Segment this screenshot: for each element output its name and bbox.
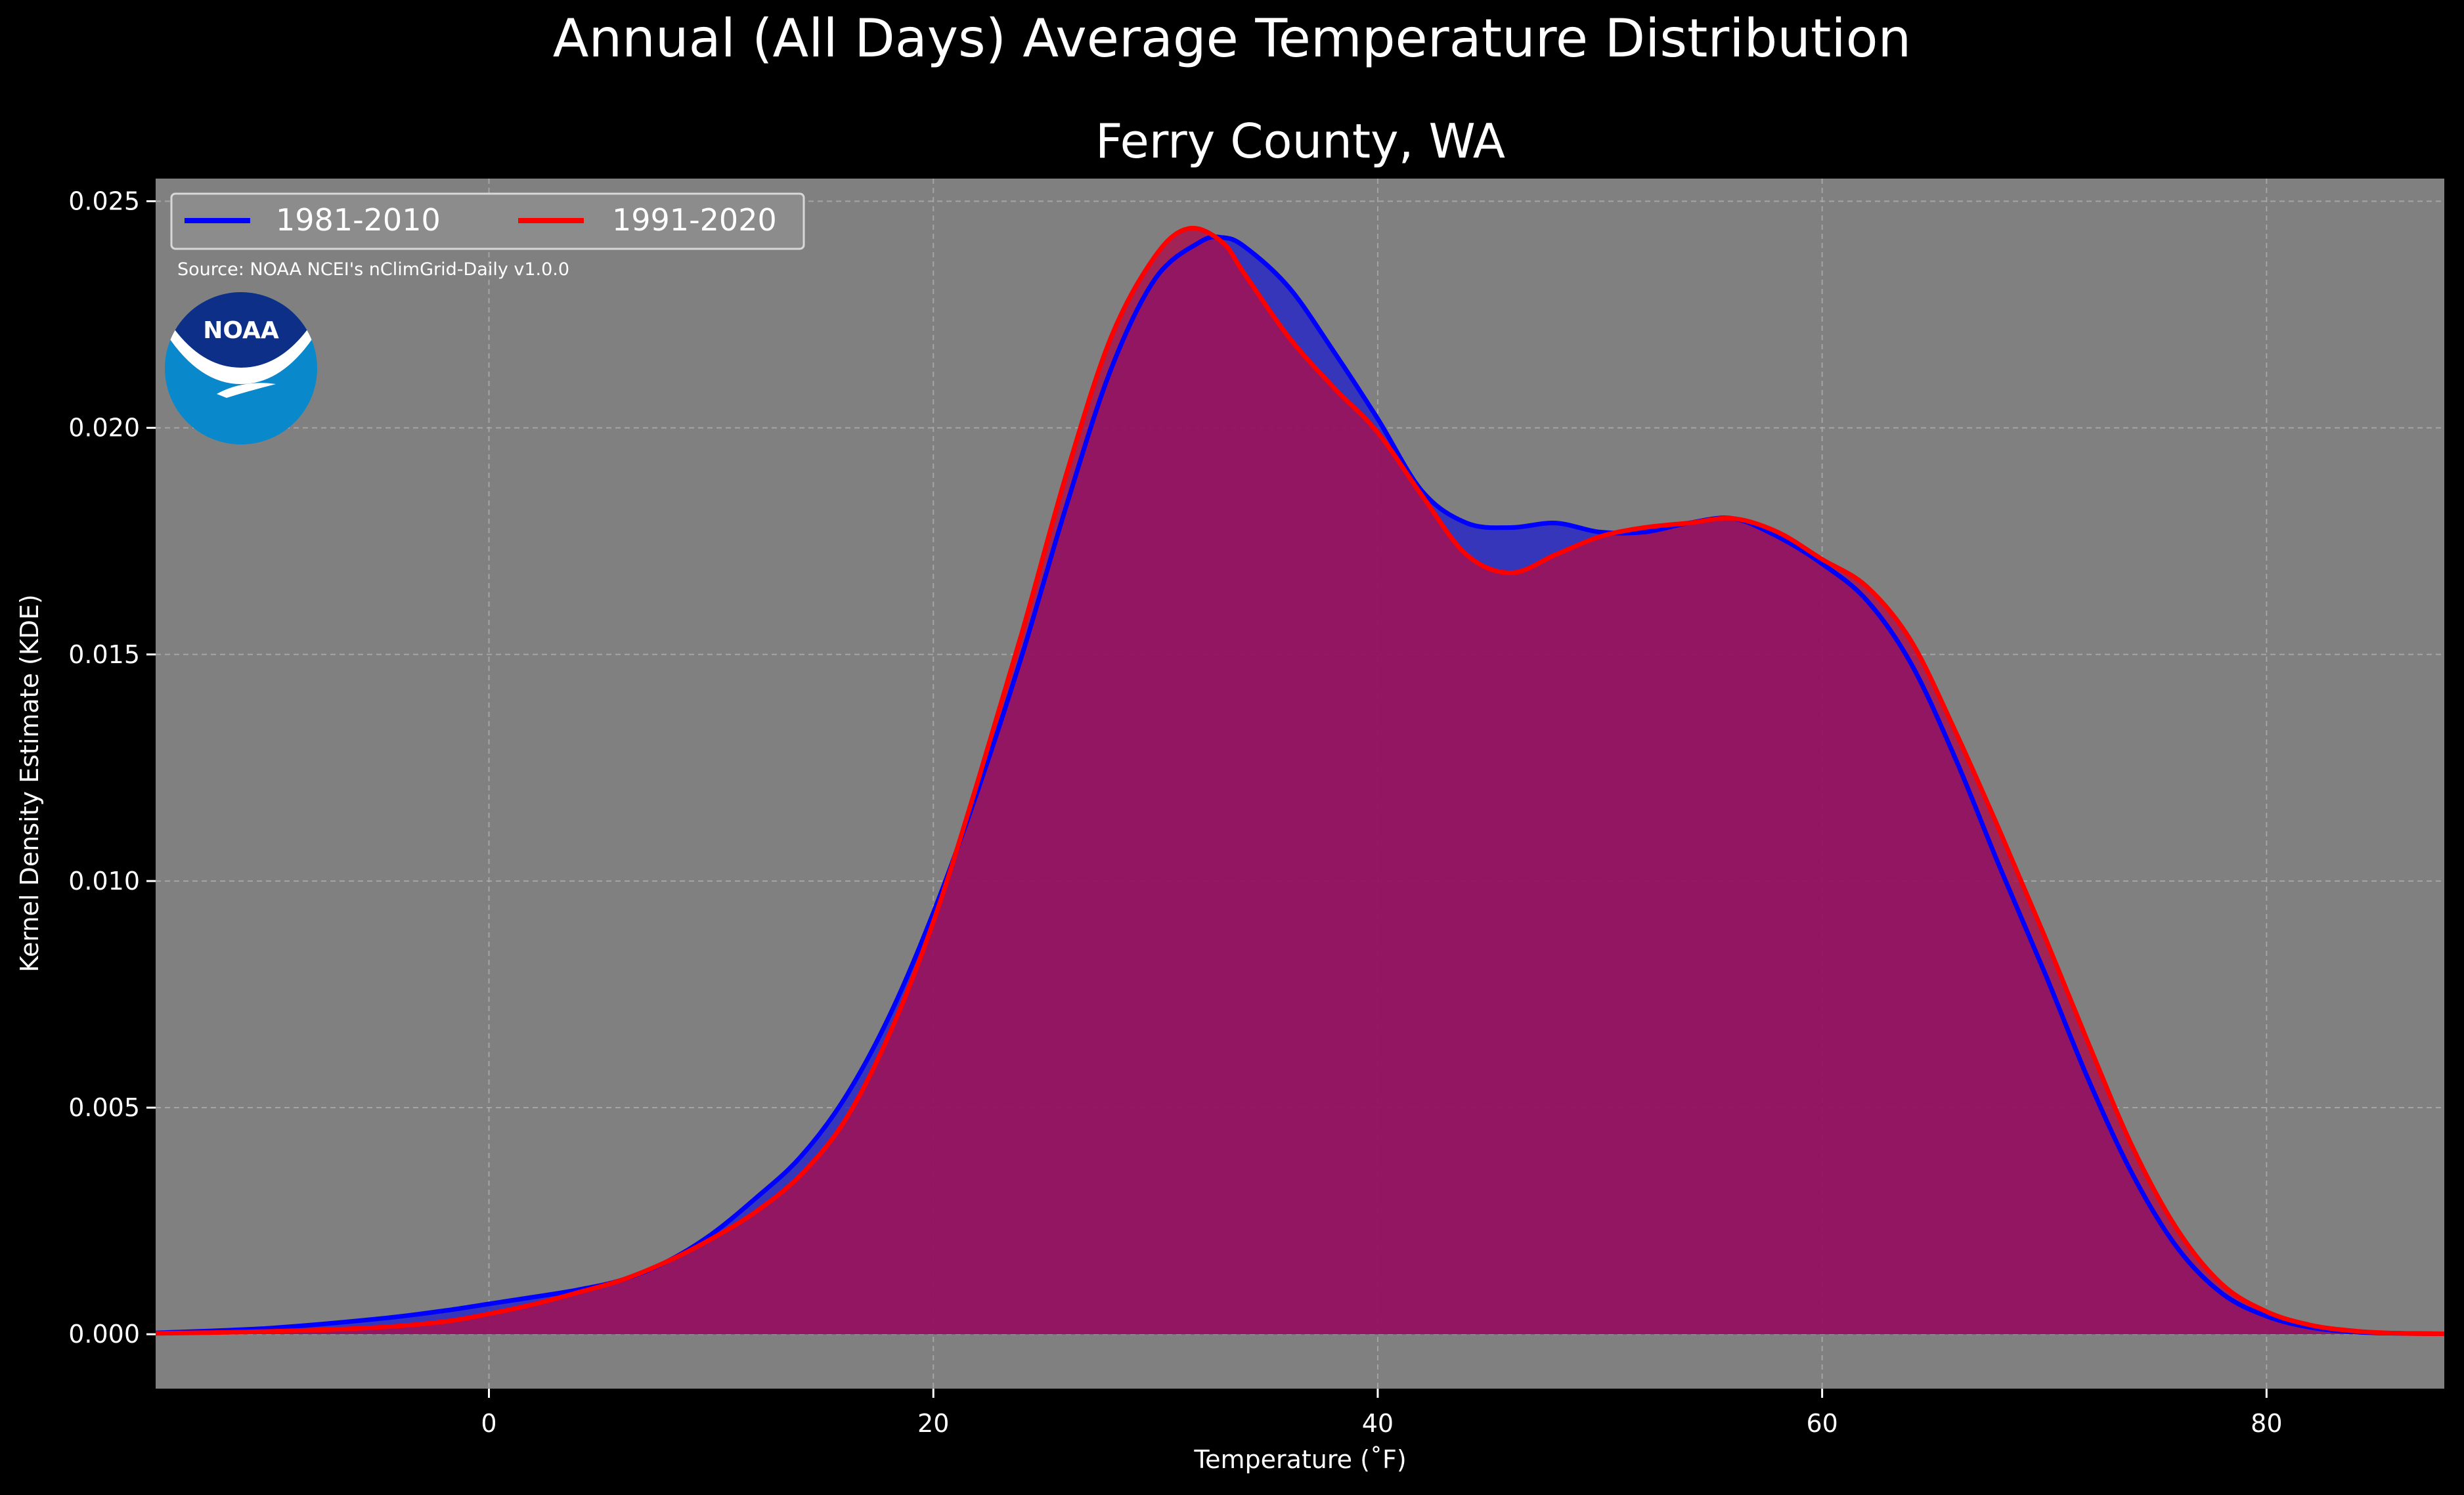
y-axis-label: Kernel Density Estimate (KDE) <box>15 594 44 972</box>
x-axis-label: Temperature (˚F) <box>1193 1445 1406 1474</box>
noaa-logo-text: NOAA <box>203 317 279 344</box>
x-tick-label: 80 <box>2251 1409 2282 1438</box>
axes: 0 20 40 60 80 0.000 0.005 0.010 0.015 0.020 0.025 <box>68 187 2282 1438</box>
y-tick-label: 0.025 <box>68 187 140 216</box>
x-tick-label: 0 <box>481 1409 496 1438</box>
legend-frame <box>170 192 805 250</box>
y-tick-label: 0.005 <box>68 1093 140 1122</box>
source-note: Source: NOAA NCEI's nClimGrid-Daily v1.0… <box>177 259 569 280</box>
x-tick-label: 40 <box>1362 1409 1394 1438</box>
figure-suptitle: Annual (All Days) Average Temperature Di… <box>553 8 1911 69</box>
x-tick-label: 60 <box>1806 1409 1837 1438</box>
y-tick-label: 0.010 <box>68 867 140 896</box>
legend-label-1991-2020: 1991-2020 <box>612 202 777 238</box>
legend: 1981-2010 1991-2020 <box>170 192 805 250</box>
legend-label-1981-2010: 1981-2010 <box>276 202 441 238</box>
y-tick-label: 0.015 <box>68 640 140 669</box>
area-1991-2020 <box>156 228 2444 1335</box>
series-areas <box>156 228 2444 1335</box>
y-tick-label: 0.000 <box>68 1320 140 1349</box>
chart-title: Ferry County, WA <box>1095 114 1505 169</box>
noaa-logo: NOAA <box>165 292 317 444</box>
y-tick-label: 0.020 <box>68 414 140 443</box>
series-lines <box>155 225 2445 1336</box>
line-1991-2020 <box>155 225 2445 1336</box>
x-tick-label: 20 <box>917 1409 949 1438</box>
